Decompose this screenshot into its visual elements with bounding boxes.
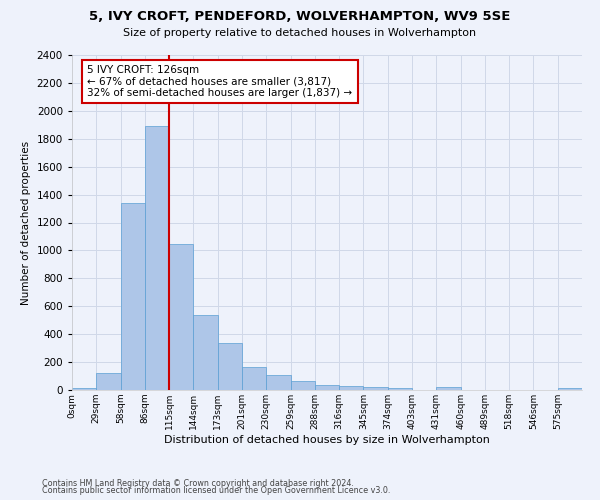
Bar: [436, 387, 461, 390]
Text: 5, IVY CROFT, PENDEFORD, WOLVERHAMPTON, WV9 5SE: 5, IVY CROFT, PENDEFORD, WOLVERHAMPTON, …: [89, 10, 511, 23]
Bar: [339, 386, 364, 390]
Bar: [388, 388, 412, 390]
Bar: [558, 388, 582, 390]
Bar: [290, 382, 315, 390]
Bar: [121, 203, 145, 390]
Bar: [242, 367, 266, 390]
Bar: [266, 374, 290, 390]
Text: Size of property relative to detached houses in Wolverhampton: Size of property relative to detached ho…: [124, 28, 476, 38]
Bar: [145, 126, 169, 390]
Bar: [72, 388, 96, 390]
Bar: [315, 384, 339, 390]
Bar: [96, 372, 121, 390]
Text: Contains public sector information licensed under the Open Government Licence v3: Contains public sector information licen…: [42, 486, 391, 495]
Y-axis label: Number of detached properties: Number of detached properties: [21, 140, 31, 304]
Bar: [218, 343, 242, 390]
Bar: [169, 244, 193, 390]
X-axis label: Distribution of detached houses by size in Wolverhampton: Distribution of detached houses by size …: [164, 434, 490, 444]
Bar: [364, 386, 388, 390]
Bar: [193, 314, 218, 390]
Text: Contains HM Land Registry data © Crown copyright and database right 2024.: Contains HM Land Registry data © Crown c…: [42, 478, 354, 488]
Text: 5 IVY CROFT: 126sqm
← 67% of detached houses are smaller (3,817)
32% of semi-det: 5 IVY CROFT: 126sqm ← 67% of detached ho…: [88, 65, 352, 98]
